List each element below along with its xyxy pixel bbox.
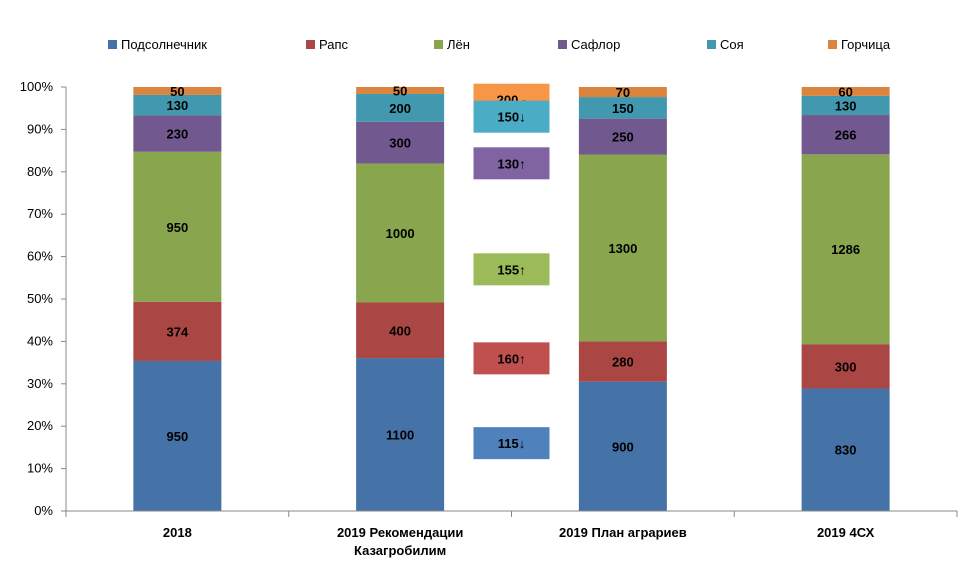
data-label-лён-1: 1000	[386, 226, 415, 241]
data-label-соя-2: 150	[612, 101, 634, 116]
bar-segment-рапс-0	[133, 301, 222, 361]
bar-segment-рапс-3	[801, 344, 890, 389]
bar-segment-лён-0	[133, 151, 222, 302]
y-axis: 0% 10% 20% 30% 40% 50% 60% 70% 80% 90% 100%	[20, 79, 67, 518]
bar-segment-рапс-2	[578, 341, 667, 382]
y-tick-label: 100%	[20, 79, 54, 94]
annotation-label-4: 160↑	[497, 351, 525, 366]
legend-label-5: Горчица	[841, 37, 891, 52]
legend-swatch-2	[434, 40, 443, 49]
data-label-рапс-0: 374	[167, 324, 189, 339]
y-tick-label: 70%	[27, 206, 53, 221]
bar-segment-горчица-0	[133, 87, 222, 95]
legend-label-4: Соя	[720, 37, 744, 52]
data-label-рапс-2: 280	[612, 355, 634, 370]
x-tick-label: 2018	[163, 525, 192, 540]
y-tick-label: 0%	[34, 503, 53, 518]
data-label-соя-0: 130	[167, 98, 189, 113]
data-label-горчица-1: 50	[393, 83, 407, 98]
data-label-соя-1: 200	[389, 101, 411, 116]
annotations: 200 -150↓130↑155↑160↑115↓	[473, 83, 550, 460]
data-label-лён-2: 1300	[608, 241, 637, 256]
legend-label-1: Рапс	[319, 37, 349, 52]
bar-segment-подсолнечник-0	[133, 360, 222, 511]
legend-label-2: Лён	[447, 37, 470, 52]
y-tick-label: 20%	[27, 418, 53, 433]
x-tick-label: Казагробилим	[354, 543, 446, 558]
bar-segment-соя-3	[801, 95, 890, 116]
legend-swatch-1	[306, 40, 315, 49]
annotation-box-4	[473, 342, 550, 375]
bar-segment-сафлор-3	[801, 115, 890, 155]
x-tick-label: 2019 4СХ	[817, 525, 875, 540]
data-label-лён-0: 950	[167, 220, 189, 235]
data-label-горчица-3: 60	[838, 84, 852, 99]
data-label-сафлор-2: 250	[612, 130, 634, 145]
annotation-label-2: 130↑	[497, 156, 525, 171]
bar-segment-лён-1	[356, 163, 445, 303]
data-label-сафлор-0: 230	[167, 127, 189, 142]
data-label-рапс-1: 400	[389, 323, 411, 338]
bar-segment-горчица-3	[801, 87, 890, 96]
x-axis: 2018 2019 Рекомендации Казагробилим 2019 Пл…	[65, 510, 958, 558]
data-label-подсолнечник-2: 900	[612, 439, 634, 454]
bar-segment-сафлор-2	[578, 118, 667, 155]
bar-segment-соя-2	[578, 97, 667, 119]
legend-swatch-5	[828, 40, 837, 49]
y-tick-label: 40%	[27, 333, 53, 348]
y-tick-label: 10%	[27, 461, 53, 476]
annotation-label-3: 155↑	[497, 262, 525, 277]
annotation-box-2	[473, 147, 550, 180]
bar-segment-сафлор-1	[356, 121, 445, 164]
bar-segment-рапс-1	[356, 302, 445, 359]
bar-segment-соя-1	[356, 93, 445, 122]
y-tick-label: 90%	[27, 121, 53, 136]
bar-segment-подсолнечник-3	[801, 388, 890, 511]
annotation-label-1: 150↓	[497, 110, 525, 125]
data-label-подсолнечник-0: 950	[167, 429, 189, 444]
data-label-подсолнечник-1: 1100	[386, 428, 414, 443]
data-label-сафлор-3: 266	[835, 128, 857, 143]
legend-label-0: Подсолнечник	[121, 37, 207, 52]
bar-segment-сафлор-0	[133, 115, 222, 152]
legend: Подсолнечник Рапс Лён Сафлор Соя Горчица	[108, 37, 891, 52]
bar-segment-лён-2	[578, 154, 667, 342]
bar-segment-соя-0	[133, 94, 222, 116]
bar-segment-горчица-1	[356, 87, 445, 94]
x-tick-label: 2019 План аграриев	[559, 525, 687, 540]
y-tick-label: 30%	[27, 376, 53, 391]
bar-segment-подсолнечник-1	[356, 358, 445, 511]
annotation-box-3	[473, 253, 550, 286]
x-tick-label: 2019 Рекомендации	[337, 525, 463, 540]
data-label-горчица-2: 70	[616, 85, 630, 100]
data-label-сафлор-1: 300	[389, 136, 411, 151]
legend-swatch-3	[558, 40, 567, 49]
data-label-соя-3: 130	[835, 98, 857, 113]
y-tick-label: 60%	[27, 249, 53, 264]
data-label-рапс-3: 300	[835, 359, 857, 374]
legend-label-3: Сафлор	[571, 37, 620, 52]
data-label-лён-3: 1286	[831, 242, 860, 257]
bar-segment-лён-3	[801, 154, 890, 345]
bar-segment-подсолнечник-2	[578, 381, 667, 511]
bar-segment-горчица-2	[578, 87, 667, 98]
bars: 9503749502301305011004001000300200509002…	[133, 83, 890, 511]
y-tick-label: 50%	[27, 291, 53, 306]
y-tick-label: 80%	[27, 164, 53, 179]
data-label-горчица-0: 50	[170, 84, 184, 99]
legend-swatch-0	[108, 40, 117, 49]
annotation-box-1	[473, 100, 550, 133]
data-label-подсолнечник-3: 830	[835, 443, 857, 458]
legend-swatch-4	[707, 40, 716, 49]
annotation-label-5: 115↓	[498, 436, 525, 451]
annotation-box-5	[473, 427, 550, 460]
